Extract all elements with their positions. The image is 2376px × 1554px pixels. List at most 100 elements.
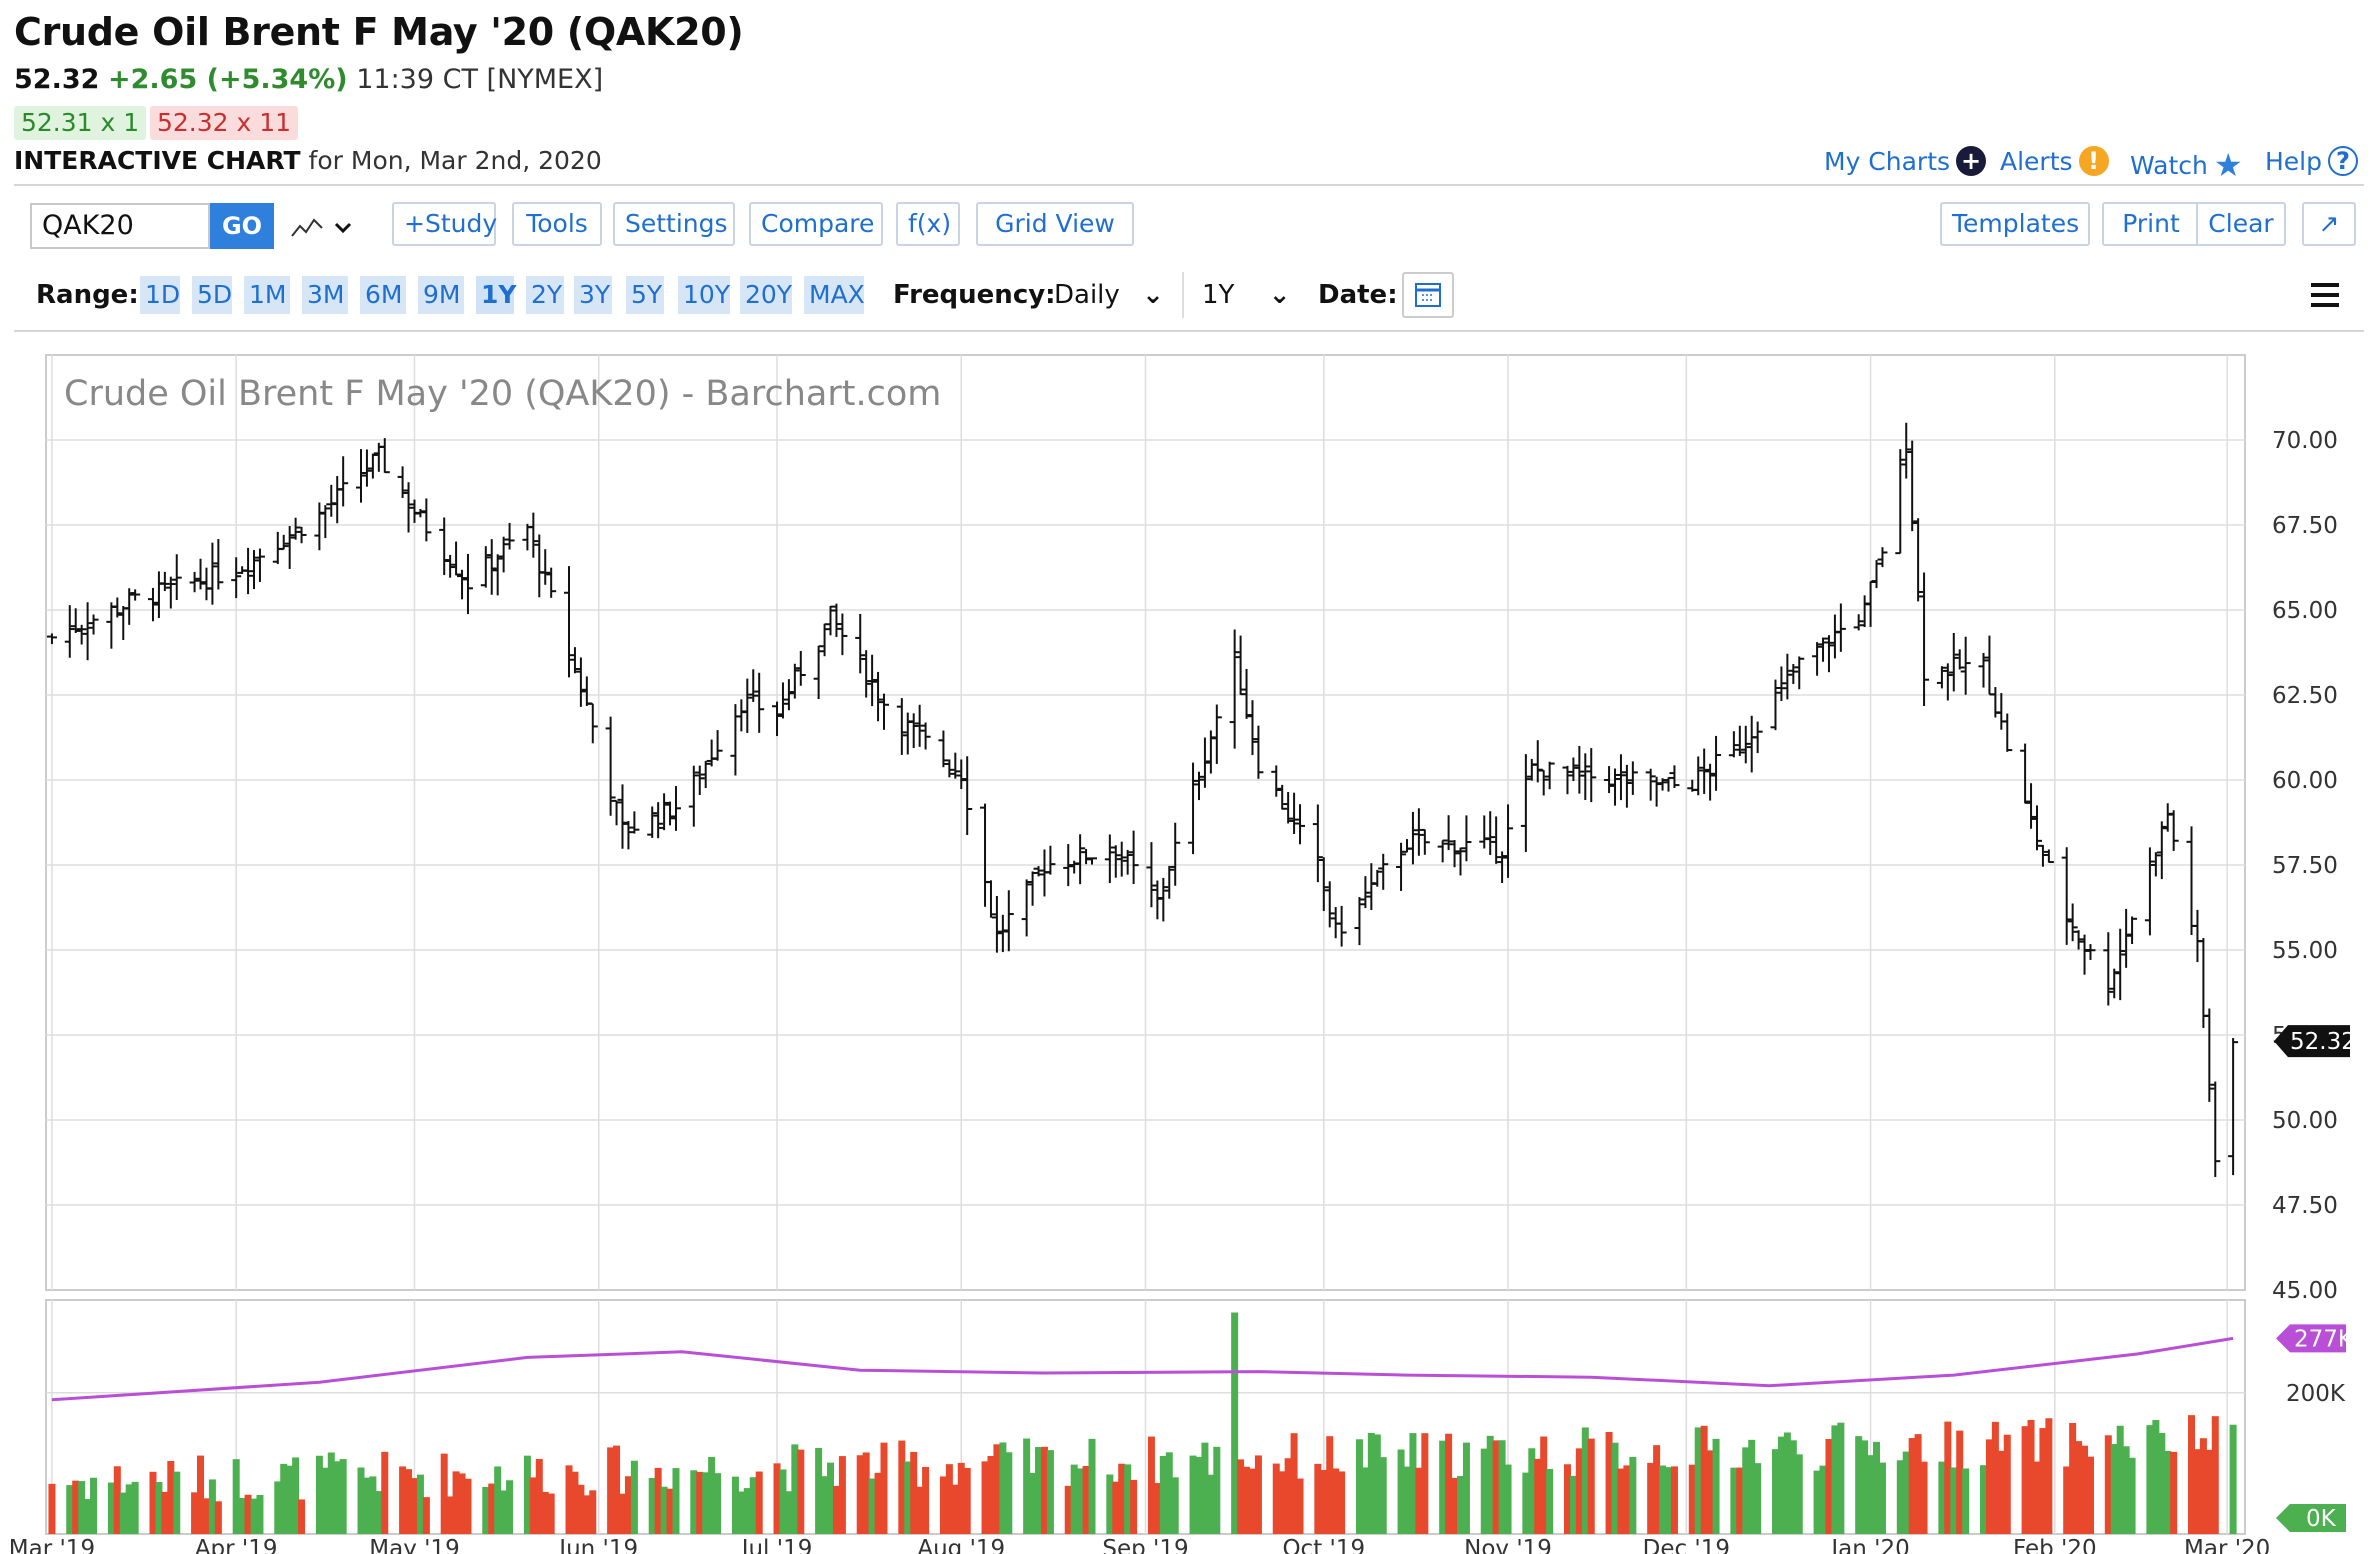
go-button[interactable]: GO	[210, 203, 274, 249]
volume-bar	[327, 1452, 335, 1534]
print-button[interactable]: Print	[2102, 202, 2200, 246]
period-dropdown[interactable]: 1Y ⌄	[1202, 276, 1291, 314]
volume-bar	[446, 1496, 454, 1534]
volume-bar	[1243, 1466, 1251, 1534]
alerts-link[interactable]: Alerts !	[2000, 146, 2109, 176]
tools-button[interactable]: Tools	[512, 202, 602, 246]
watch-link[interactable]: Watch ★	[2130, 146, 2243, 184]
volume-bar	[1076, 1468, 1084, 1534]
volume-bar	[1920, 1461, 1928, 1534]
volume-bar	[1231, 1312, 1239, 1534]
x-tick-label: Feb '20	[2013, 1536, 2097, 1554]
volume-bar	[1694, 1427, 1702, 1534]
range-button-5d[interactable]: 5D	[192, 276, 232, 314]
volume-bar	[779, 1469, 787, 1534]
volume-bar	[987, 1456, 995, 1534]
volume-bar	[321, 1467, 329, 1534]
volume-bar	[862, 1452, 870, 1534]
volume-bar	[541, 1491, 549, 1534]
frequency-dropdown[interactable]: Daily ⌄	[1054, 276, 1164, 314]
y-tick-label: 67.50	[2272, 513, 2338, 539]
volume-bar	[2045, 1418, 2053, 1534]
templates-button[interactable]: Templates	[1940, 202, 2090, 246]
clear-button[interactable]: Clear	[2196, 202, 2286, 246]
volume-bar	[1480, 1448, 1488, 1534]
volume-bar	[339, 1459, 347, 1534]
volume-bar	[149, 1471, 157, 1534]
volume-bar	[815, 1447, 823, 1534]
volume-bar	[208, 1479, 216, 1534]
range-button-10y[interactable]: 10Y	[678, 276, 730, 314]
range-button-1m[interactable]: 1M	[244, 276, 290, 314]
volume-bar	[648, 1477, 656, 1534]
volume-bar	[821, 1476, 829, 1534]
range-button-max[interactable]: MAX	[804, 276, 865, 314]
price-change: +2.65 (+5.34%)	[108, 64, 348, 95]
range-button-3m[interactable]: 3M	[302, 276, 348, 314]
volume-bar	[1653, 1445, 1661, 1534]
volume-bar	[630, 1460, 638, 1534]
volume-bar	[1195, 1456, 1203, 1534]
range-button-2y[interactable]: 2Y	[526, 276, 564, 314]
volume-bar	[315, 1455, 323, 1534]
volume-bar	[1005, 1452, 1013, 1534]
expand-button[interactable]: ↗	[2302, 202, 2356, 246]
settings-button[interactable]: Settings	[613, 202, 735, 246]
compare-button[interactable]: Compare	[749, 202, 883, 246]
range-button-1d[interactable]: 1D	[140, 276, 180, 314]
volume-bar	[48, 1483, 56, 1534]
volume-bar	[458, 1473, 466, 1534]
x-tick-label: Apr '19	[195, 1536, 278, 1554]
date-picker-button[interactable]	[1402, 272, 1454, 318]
x-tick-label: May '19	[369, 1536, 459, 1554]
volume-bar	[1130, 1479, 1138, 1534]
range-button-9m[interactable]: 9M	[418, 276, 464, 314]
volume-bar	[2021, 1426, 2029, 1534]
volume-bar	[1456, 1476, 1464, 1534]
volume-bar	[618, 1493, 626, 1534]
chart-watermark-title: Crude Oil Brent F May '20 (QAK20) - Barc…	[64, 374, 941, 414]
volume-bar	[1064, 1485, 1072, 1534]
symbol-input[interactable]: QAK20	[30, 203, 210, 249]
fx-button[interactable]: f(x)	[896, 202, 960, 246]
chevron-down-icon: ⌄	[1142, 280, 1164, 310]
grid-view-button[interactable]: Grid View	[976, 202, 1134, 246]
volume-bar	[1605, 1431, 1613, 1534]
chart-type-dropdown[interactable]	[288, 210, 358, 244]
volume-bar	[2170, 1451, 2178, 1534]
volume-bar	[2075, 1441, 2083, 1534]
volume-bar	[2069, 1422, 2077, 1534]
volume-bar	[1748, 1439, 1756, 1534]
volume-bar	[1248, 1468, 1256, 1534]
help-link[interactable]: Help ?	[2265, 146, 2358, 176]
volume-bar	[1546, 1468, 1554, 1534]
volume-bar	[244, 1494, 252, 1534]
volume-bar	[1029, 1472, 1037, 1534]
volume-bar	[161, 1491, 169, 1534]
volume-bar	[2152, 1420, 2160, 1534]
volume-bar	[363, 1477, 371, 1534]
range-button-3y[interactable]: 3Y	[574, 276, 612, 314]
volume-bar	[1528, 1448, 1536, 1534]
volume-bar	[1831, 1425, 1839, 1534]
range-button-6m[interactable]: 6M	[360, 276, 406, 314]
volume-bar	[749, 1477, 757, 1534]
help-icon: ?	[2328, 146, 2358, 176]
volume-bar	[827, 1462, 835, 1534]
volume-bar	[624, 1476, 632, 1534]
study-button[interactable]: +Study	[392, 202, 497, 246]
range-button-20y[interactable]: 20Y	[740, 276, 792, 314]
last-price-badge	[2274, 1025, 2350, 1058]
volume-bar	[1320, 1470, 1328, 1534]
volume-bar	[405, 1469, 413, 1534]
range-button-5y[interactable]: 5Y	[626, 276, 664, 314]
volume-bar	[708, 1456, 716, 1534]
volume-bar	[702, 1472, 710, 1534]
range-button-1y[interactable]: 1Y	[476, 276, 517, 314]
my-charts-link[interactable]: My Charts +	[1824, 146, 1987, 176]
menu-icon[interactable]	[2308, 280, 2342, 310]
divider	[1182, 272, 1184, 318]
volume-bar	[1373, 1434, 1381, 1534]
volume-bar	[1956, 1430, 1964, 1534]
